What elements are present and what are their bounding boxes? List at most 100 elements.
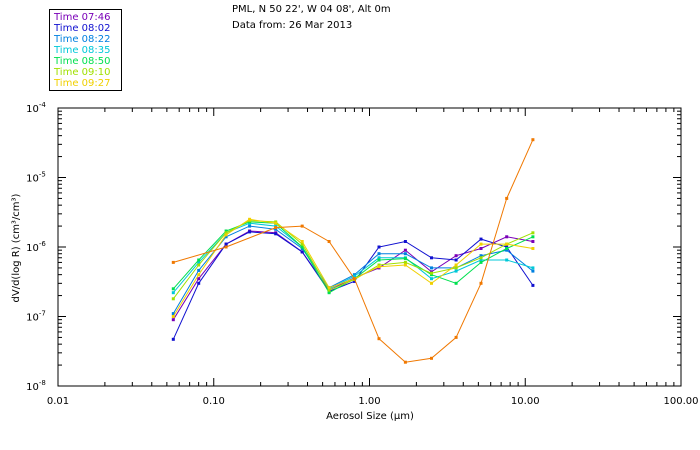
data-point <box>197 258 201 262</box>
data-point <box>274 227 278 231</box>
data-point <box>479 256 483 260</box>
x-axis-title: Aerosol Size (µm) <box>326 411 414 422</box>
legend-entry: Time 08:02 <box>54 23 111 34</box>
data-point <box>300 250 304 254</box>
x-tick-label: 10.00 <box>511 396 540 407</box>
data-point <box>430 271 433 275</box>
data-point <box>403 252 407 256</box>
data-point <box>430 356 433 360</box>
data-point <box>377 258 381 262</box>
data-point <box>430 266 433 270</box>
data-point <box>171 297 175 301</box>
data-point <box>197 281 201 285</box>
data-point <box>224 235 228 239</box>
data-point <box>377 337 381 341</box>
legend-entry: Time 08:35 <box>54 45 111 56</box>
y-tick-label: 10-8 <box>26 379 46 393</box>
data-point <box>197 273 201 277</box>
y-axis-title: dV/d(log R) (cm³/cm³) <box>11 193 22 302</box>
data-point <box>171 291 175 295</box>
data-point <box>505 248 509 252</box>
data-point <box>197 260 201 264</box>
data-point <box>430 281 433 285</box>
data-point <box>454 258 458 262</box>
data-point <box>274 232 278 236</box>
x-tick-label: 0.01 <box>47 396 69 407</box>
data-point <box>300 240 304 243</box>
data-point <box>377 265 381 269</box>
data-point <box>531 247 535 250</box>
data-point <box>454 281 458 285</box>
data-point <box>171 318 175 322</box>
data-point <box>454 269 458 273</box>
data-point <box>479 247 483 250</box>
data-point <box>274 221 278 225</box>
data-point <box>454 254 458 258</box>
data-point <box>171 337 175 341</box>
data-point <box>505 247 509 250</box>
data-point <box>352 279 356 283</box>
data-point <box>479 237 483 241</box>
data-point <box>531 231 535 235</box>
data-point <box>274 226 278 230</box>
data-point <box>505 235 509 239</box>
data-point <box>403 257 407 261</box>
data-point <box>327 286 331 290</box>
data-point <box>505 196 509 200</box>
data-point <box>403 360 407 364</box>
data-point <box>171 312 175 316</box>
legend-entry: Time 07:46 <box>54 12 111 23</box>
chart-title-location: PML, N 50 22', W 04 08', Alt 0m <box>232 4 391 15</box>
data-point <box>531 138 535 142</box>
data-point <box>377 263 381 267</box>
y-tick-label: 10-5 <box>26 171 46 185</box>
y-tick-label: 10-6 <box>26 240 46 254</box>
data-point <box>224 231 228 235</box>
data-point <box>403 240 407 243</box>
data-point <box>531 269 535 273</box>
legend-entry: Time 09:27 <box>54 78 111 89</box>
data-point <box>327 291 331 295</box>
data-point <box>479 254 483 258</box>
legend-entry: Time 08:50 <box>54 56 111 67</box>
data-point <box>403 263 407 267</box>
data-point <box>531 235 535 239</box>
data-point <box>479 260 483 264</box>
data-point <box>531 283 535 287</box>
data-point <box>197 277 201 281</box>
series-line <box>172 225 534 314</box>
chart-title-date: Data from: 26 Mar 2013 <box>232 20 353 31</box>
data-point <box>327 240 331 243</box>
data-point <box>505 258 509 262</box>
x-tick-label: 0.10 <box>203 396 225 407</box>
data-point <box>454 335 458 339</box>
data-point <box>327 288 331 292</box>
data-point <box>300 245 304 249</box>
data-point <box>248 230 252 234</box>
data-point <box>479 281 483 285</box>
x-tick-label: 100.00 <box>664 396 699 407</box>
data-point <box>377 252 381 256</box>
data-point <box>479 258 483 262</box>
legend-entry: Time 08:22 <box>54 34 111 45</box>
data-point <box>430 277 433 281</box>
data-point <box>300 224 304 228</box>
plot-frame <box>57 107 682 387</box>
data-point <box>224 229 228 233</box>
data-point <box>454 266 458 270</box>
data-point <box>403 260 407 264</box>
data-point <box>171 260 175 264</box>
data-point <box>377 256 381 260</box>
data-point <box>224 242 228 246</box>
series-line <box>173 139 534 363</box>
data-point <box>531 240 535 243</box>
y-tick-label: 10-4 <box>26 101 46 115</box>
data-point <box>430 256 433 260</box>
data-point <box>454 263 458 267</box>
data-point <box>352 277 356 281</box>
data-point <box>171 287 175 291</box>
legend: Time 07:46 Time 08:02 Time 08:22 Time 08… <box>49 9 122 91</box>
data-point <box>403 248 407 252</box>
data-point <box>377 245 381 249</box>
